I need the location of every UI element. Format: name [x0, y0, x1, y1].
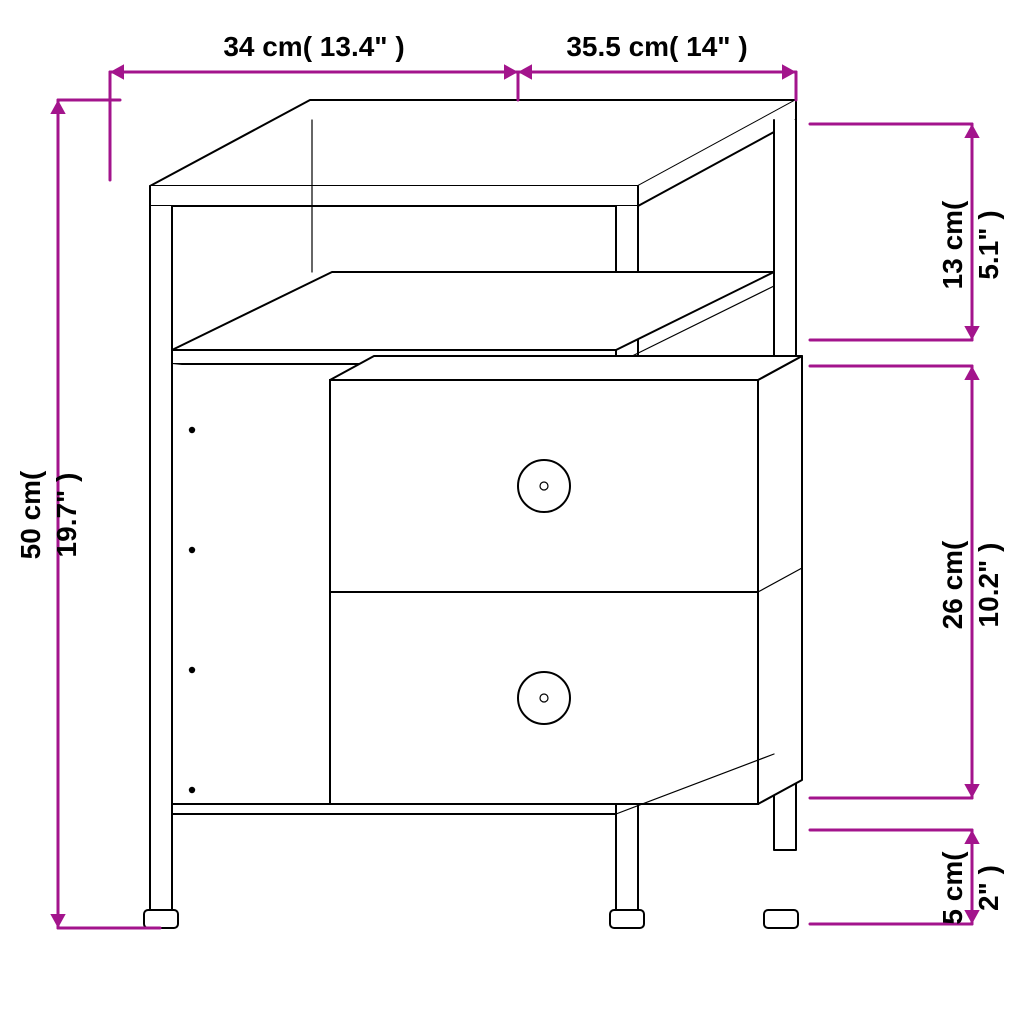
dim-height-1: 50 cm( [15, 470, 46, 559]
dim-shelf-2: 5.1" ) [973, 210, 1004, 279]
dim-foot-1: 5 cm( [937, 851, 968, 925]
dim-shelf-1: 13 cm( [937, 200, 968, 289]
dim-drawers-1: 26 cm( [937, 540, 968, 629]
furniture-drawing [144, 100, 802, 928]
dim-height-2: 19.7" ) [51, 473, 82, 558]
dim-drawers-2: 10.2" ) [973, 543, 1004, 628]
dim-foot-2: 2" ) [973, 865, 1004, 911]
dim-depth: 35.5 cm( 14" ) [566, 31, 747, 62]
dim-width: 34 cm( 13.4" ) [223, 31, 404, 62]
